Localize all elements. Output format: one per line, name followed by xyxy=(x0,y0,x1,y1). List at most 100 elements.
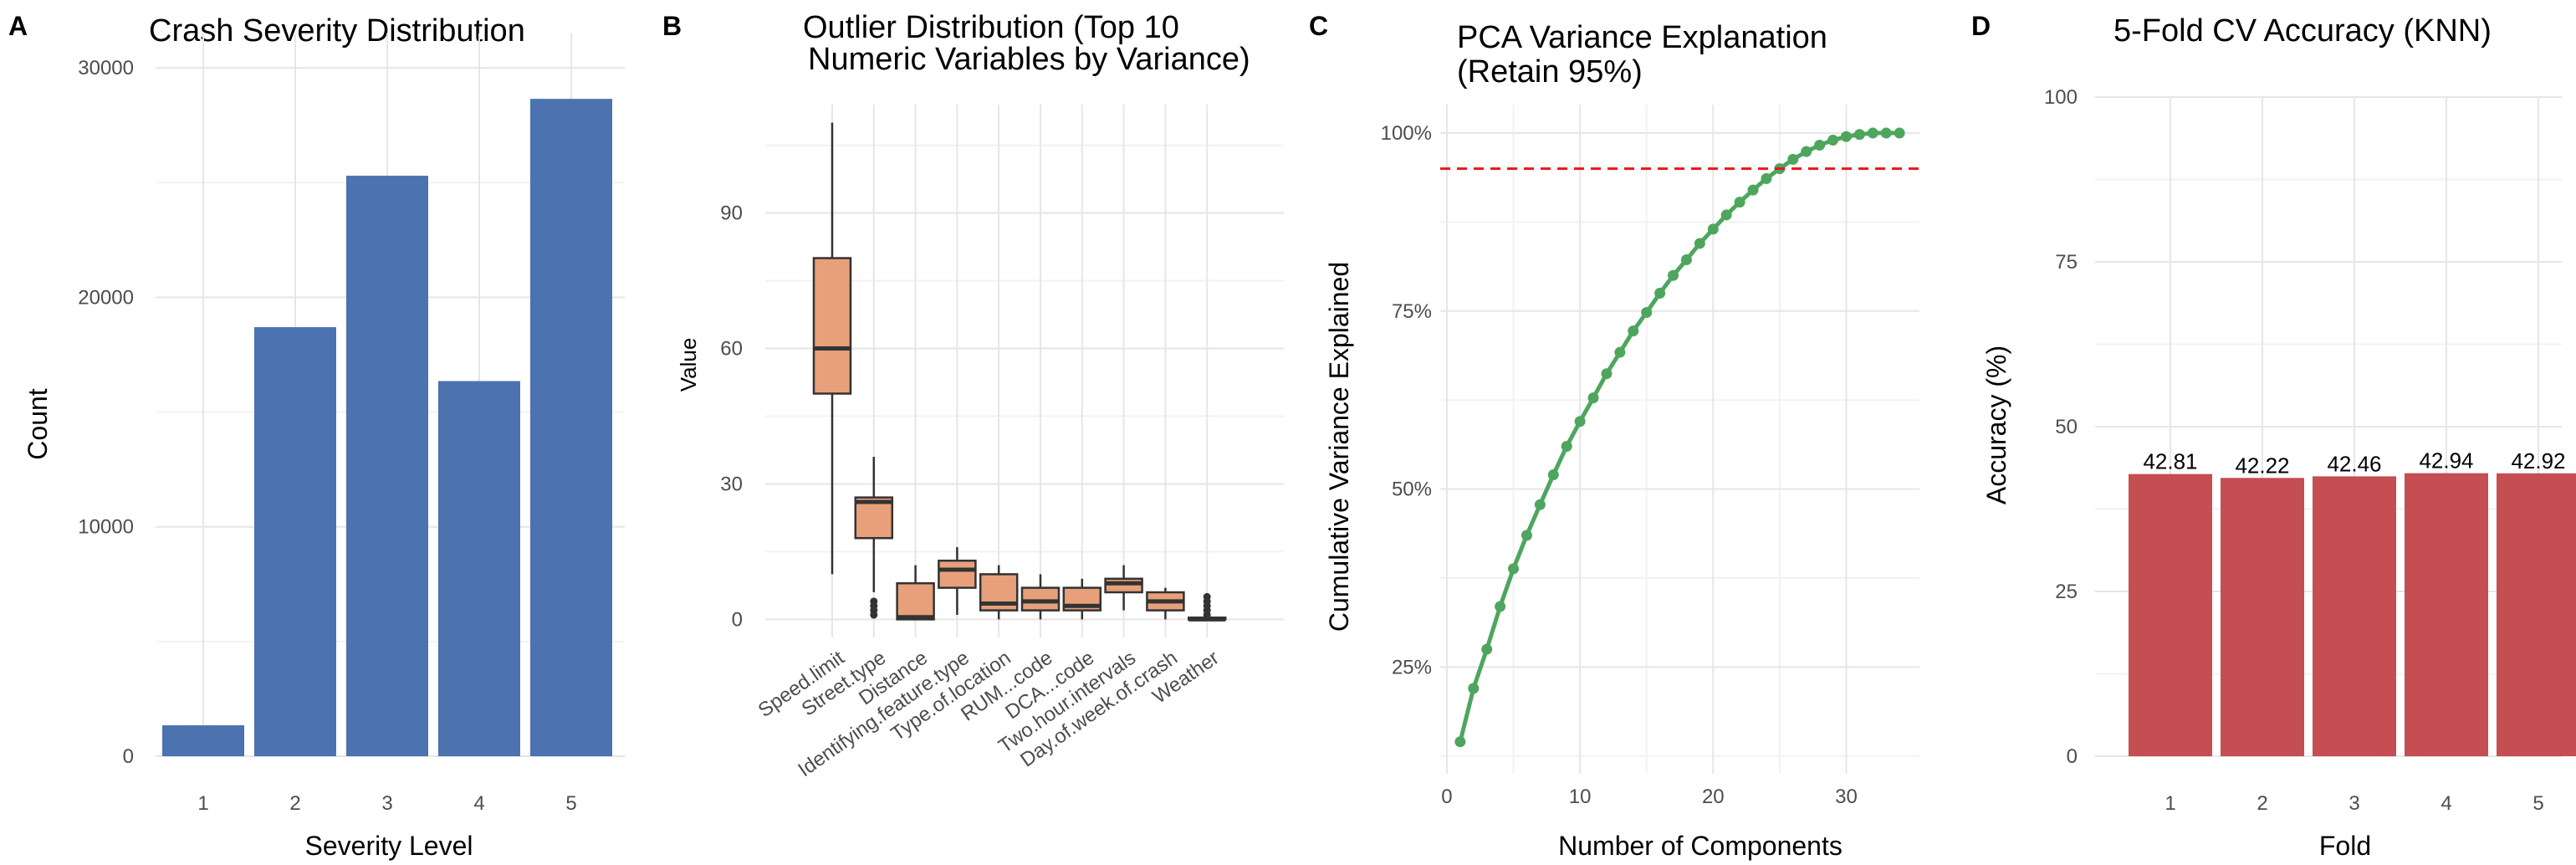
box xyxy=(854,496,894,540)
series-point xyxy=(1547,469,1559,481)
series-point xyxy=(1587,392,1599,404)
x-tick-label: 4 xyxy=(473,792,484,815)
bar-data-label: 42.94 xyxy=(2419,448,2473,473)
y-tick-label: 20000 xyxy=(78,286,134,309)
bar xyxy=(346,176,428,757)
series-point xyxy=(1668,269,1679,281)
x-tick-label: 2 xyxy=(289,792,300,815)
bar xyxy=(530,99,612,756)
box-outlier xyxy=(870,597,878,606)
series-point xyxy=(1827,135,1839,146)
y-tick-label: 60 xyxy=(720,338,743,361)
x-tick-label: 0 xyxy=(1441,786,1452,808)
x-tick-label: 4 xyxy=(2441,792,2451,815)
panel-letter-a: A xyxy=(8,11,28,41)
y-tick-label: 0 xyxy=(2067,745,2078,768)
chart-a-ylabel: Count xyxy=(23,388,53,460)
chart-a-xlabel: Severity Level xyxy=(305,831,473,861)
series-point xyxy=(1454,736,1466,748)
y-tick-label: 75 xyxy=(2055,251,2078,274)
series-point xyxy=(1814,140,1826,151)
x-tick-label: 5 xyxy=(565,792,576,815)
series-point xyxy=(1561,441,1572,453)
panel-b: B Outlier Distribution (Top 10 Numeric V… xyxy=(662,10,1284,781)
panel-letter-c: C xyxy=(1309,11,1328,41)
chart-d-ylabel: Accuracy (%) xyxy=(1981,345,2011,504)
box xyxy=(812,257,852,395)
bar-data-label: 42.22 xyxy=(2235,453,2289,478)
series-point xyxy=(1867,127,1878,139)
y-tick-label: 50% xyxy=(1392,479,1432,501)
y-tick-label: 75% xyxy=(1392,300,1432,323)
box xyxy=(1104,577,1143,594)
chart-a-plot: 0 10000 20000 30000 1 2 3 4 5 xyxy=(78,33,625,815)
box-outlier xyxy=(1203,592,1211,601)
panel-a: A Crash Severity Distribution 0 10000 2000… xyxy=(8,11,625,861)
box xyxy=(938,559,977,589)
chart-b-subtitle: Numeric Variables by Variance) xyxy=(808,42,1250,77)
series-point xyxy=(1495,601,1506,612)
series-point xyxy=(1853,129,1865,141)
bar xyxy=(2497,473,2576,756)
series-point xyxy=(1614,346,1626,358)
x-tick-label: 1 xyxy=(197,792,208,815)
series-point xyxy=(1641,307,1653,319)
chart-c-title: PCA Variance Explanation xyxy=(1457,20,1827,55)
series-point xyxy=(1720,209,1732,221)
series-point xyxy=(1680,254,1692,266)
y-tick-label: 30000 xyxy=(78,57,134,79)
bar xyxy=(162,724,244,756)
series-point xyxy=(1508,563,1520,575)
y-tick-label: 100% xyxy=(1381,122,1432,145)
x-tick-label: 1 xyxy=(2165,792,2175,815)
x-tick-label: 10 xyxy=(1569,786,1592,808)
series-point xyxy=(1801,146,1812,157)
y-tick-label: 100 xyxy=(2044,86,2078,109)
x-tick-label: 2 xyxy=(2257,792,2267,815)
x-tick-label: 3 xyxy=(2349,792,2359,815)
bar-data-label: 42.92 xyxy=(2511,448,2565,473)
series-point xyxy=(1747,184,1759,196)
series-point xyxy=(1534,499,1546,510)
y-tick-label: 0 xyxy=(732,608,743,631)
chart-c-plot: 0 10 20 30 25% 50% 75% 100% xyxy=(1381,105,1919,808)
y-tick-label: 90 xyxy=(720,202,743,225)
y-tick-label: 25% xyxy=(1392,656,1432,678)
bar xyxy=(2221,478,2304,756)
y-tick-label: 30 xyxy=(720,473,743,495)
series-point xyxy=(1734,197,1745,208)
series-point xyxy=(1601,368,1613,380)
chart-c-ylabel: Cumulative Variance Explained xyxy=(1324,262,1354,632)
series-point xyxy=(1468,683,1480,694)
bar xyxy=(2129,473,2212,756)
series-line xyxy=(1458,131,1900,743)
box xyxy=(1020,586,1061,612)
series-point xyxy=(1654,288,1666,299)
panel-letter-d: D xyxy=(1971,11,1991,41)
chart-b-ylabel: Value xyxy=(676,338,701,392)
x-tick-label: 30 xyxy=(1835,786,1858,808)
panel-letter-b: B xyxy=(662,11,682,41)
series-point xyxy=(1574,416,1586,427)
series-point xyxy=(1694,238,1705,249)
bar xyxy=(438,381,520,756)
series-point xyxy=(1521,530,1532,541)
y-tick-label: 25 xyxy=(2055,581,2078,603)
chart-b-title: Outlier Distribution (Top 10 xyxy=(803,10,1179,45)
bar xyxy=(2405,473,2488,756)
panel-d: D 5-Fold CV Accuracy (KNN) 025507510042.… xyxy=(1971,11,2576,861)
y-tick-label: 0 xyxy=(123,745,134,768)
bar-data-label: 42.81 xyxy=(2143,449,2197,474)
box xyxy=(896,581,935,621)
series-point xyxy=(1840,131,1852,142)
series-point xyxy=(1707,223,1719,235)
series-point xyxy=(1787,154,1799,166)
x-tick-label: 20 xyxy=(1702,786,1725,808)
bar xyxy=(2313,476,2396,756)
x-tick-label: 3 xyxy=(381,792,392,815)
chart-c-subtitle: (Retain 95%) xyxy=(1457,54,1643,90)
chart-b-plot: 0306090Speed.limitStreet.typeDistanceIde… xyxy=(720,105,1284,781)
y-tick-label: 10000 xyxy=(78,516,134,539)
panel-c: C PCA Variance Explanation (Retain 95%) … xyxy=(1309,11,1919,861)
